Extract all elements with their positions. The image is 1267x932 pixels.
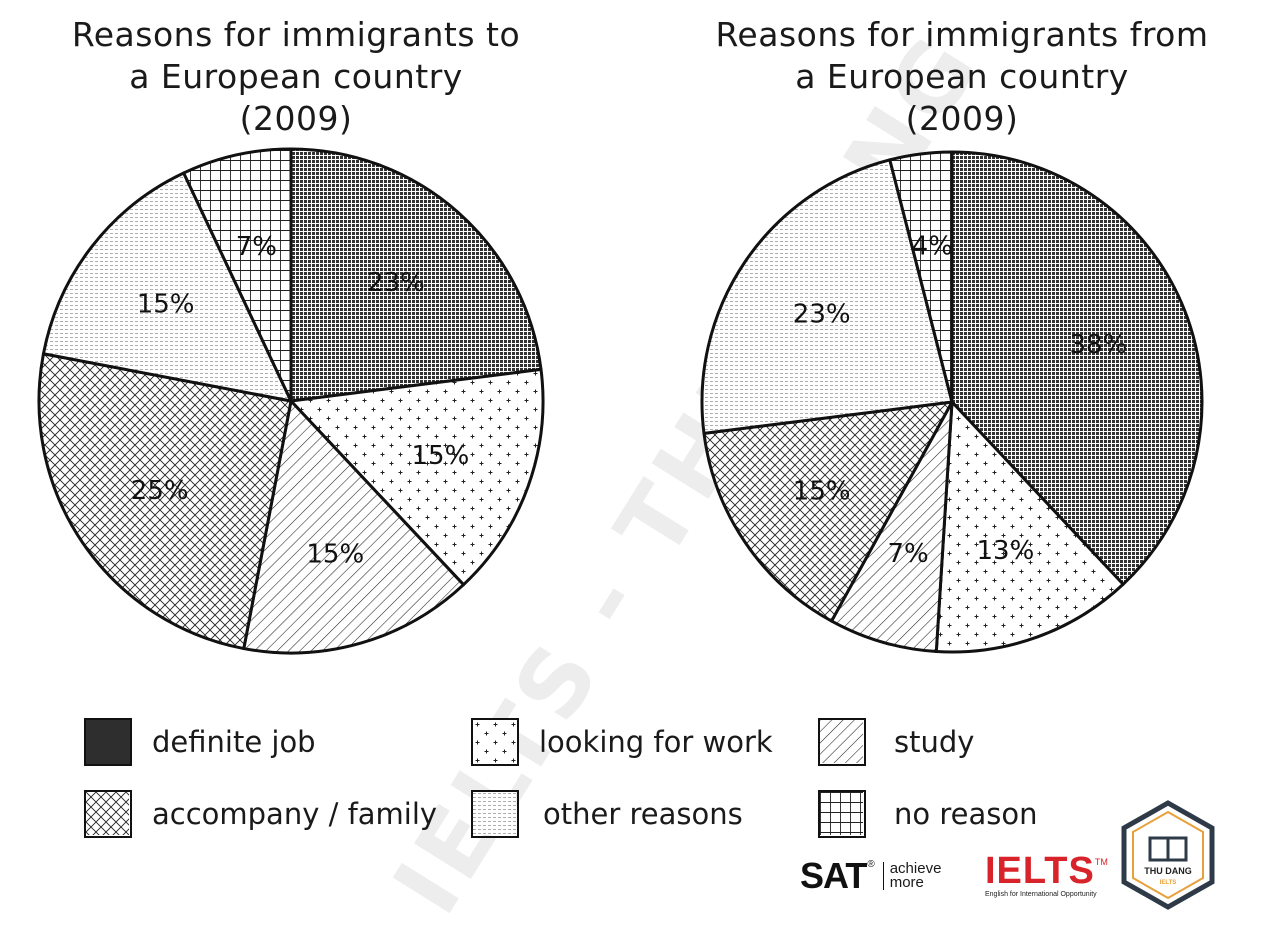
- book-icon: [1148, 836, 1188, 862]
- pie-right-slice-accompany-family: [702, 400, 954, 623]
- pie-right-slice-definite-job: [950, 150, 1204, 586]
- chart-title-right-line-3: (2009): [905, 99, 1019, 138]
- pie-right-slice-study: [830, 400, 954, 654]
- pie-left-label-looking-for-work: 15%: [412, 441, 470, 471]
- pie-right-label-other-reasons: 23%: [793, 300, 851, 330]
- chart-title-left: Reasons for immigrants to a European cou…: [36, 14, 556, 140]
- pie-left-slice-looking-for-work: [289, 367, 545, 587]
- pie-right-slice-no-reason: [888, 150, 954, 404]
- pie-chart-left: 23% 15% 15% 25% 15% 7%: [37, 147, 545, 655]
- pie-left-label-study: 15%: [306, 540, 364, 570]
- ielts-logo: IELTSTM English for International Opport…: [985, 852, 1108, 898]
- pie-right-label-no-reason: 4%: [912, 232, 953, 262]
- badge-sub: IELTS: [1160, 880, 1177, 886]
- badge-name: THU DANG: [1144, 866, 1192, 876]
- pie-right-label-study: 7%: [887, 539, 928, 569]
- chart-title-left-line-1: Reasons for immigrants to: [71, 15, 521, 54]
- sat-logo-tagline-1: achieve: [889, 860, 942, 877]
- pie-right-label-definite-job: 38%: [1070, 330, 1128, 360]
- chart-title-right-line-1: Reasons for immigrants from: [715, 15, 1209, 54]
- pie-left-slice-accompany-family: [37, 352, 293, 651]
- chart-title-left-line-2: a European country: [129, 57, 463, 96]
- ielts-logo-text: IELTS: [985, 850, 1095, 892]
- pie-left-label-other-reasons: 15%: [137, 290, 195, 320]
- sat-logo: SAT ® achieve more: [800, 855, 950, 897]
- ielts-logo-tm: TM: [1094, 857, 1108, 867]
- pie-left-slice-no-reason: [182, 147, 293, 403]
- thu-dang-badge-logo: THU DANG IELTS: [1121, 800, 1215, 910]
- sat-logo-tagline-2: more: [889, 874, 924, 891]
- chart-title-left-line-3: (2009): [239, 99, 353, 138]
- pie-right-label-accompany-family: 15%: [793, 477, 851, 507]
- pie-left-label-definite-job: 23%: [367, 268, 425, 298]
- pie-right-slice-looking-for-work: [934, 400, 1125, 654]
- pie-left-label-accompany-family: 25%: [131, 476, 189, 506]
- sat-logo-text: SAT: [800, 855, 867, 896]
- pie-chart-right: 38% 13% 7% 15% 23% 4%: [700, 150, 1204, 654]
- pie-left-slice-study: [242, 399, 466, 655]
- pie-right-label-looking-for-work: 13%: [977, 536, 1035, 566]
- chart-title-right-line-2: a European country: [795, 57, 1129, 96]
- ielts-logo-tagline: English for International Opportunity: [985, 891, 1097, 898]
- chart-title-right: Reasons for immigrants from a European c…: [702, 14, 1222, 140]
- pie-left-slice-definite-job: [289, 147, 543, 403]
- pie-left-label-no-reason: 7%: [236, 232, 277, 262]
- sat-logo-tagline: achieve more: [882, 860, 950, 891]
- pie-right-slice-other-reasons: [700, 158, 954, 435]
- pie-left-slice-other-reasons: [41, 171, 293, 403]
- sat-logo-registered: ®: [867, 858, 875, 870]
